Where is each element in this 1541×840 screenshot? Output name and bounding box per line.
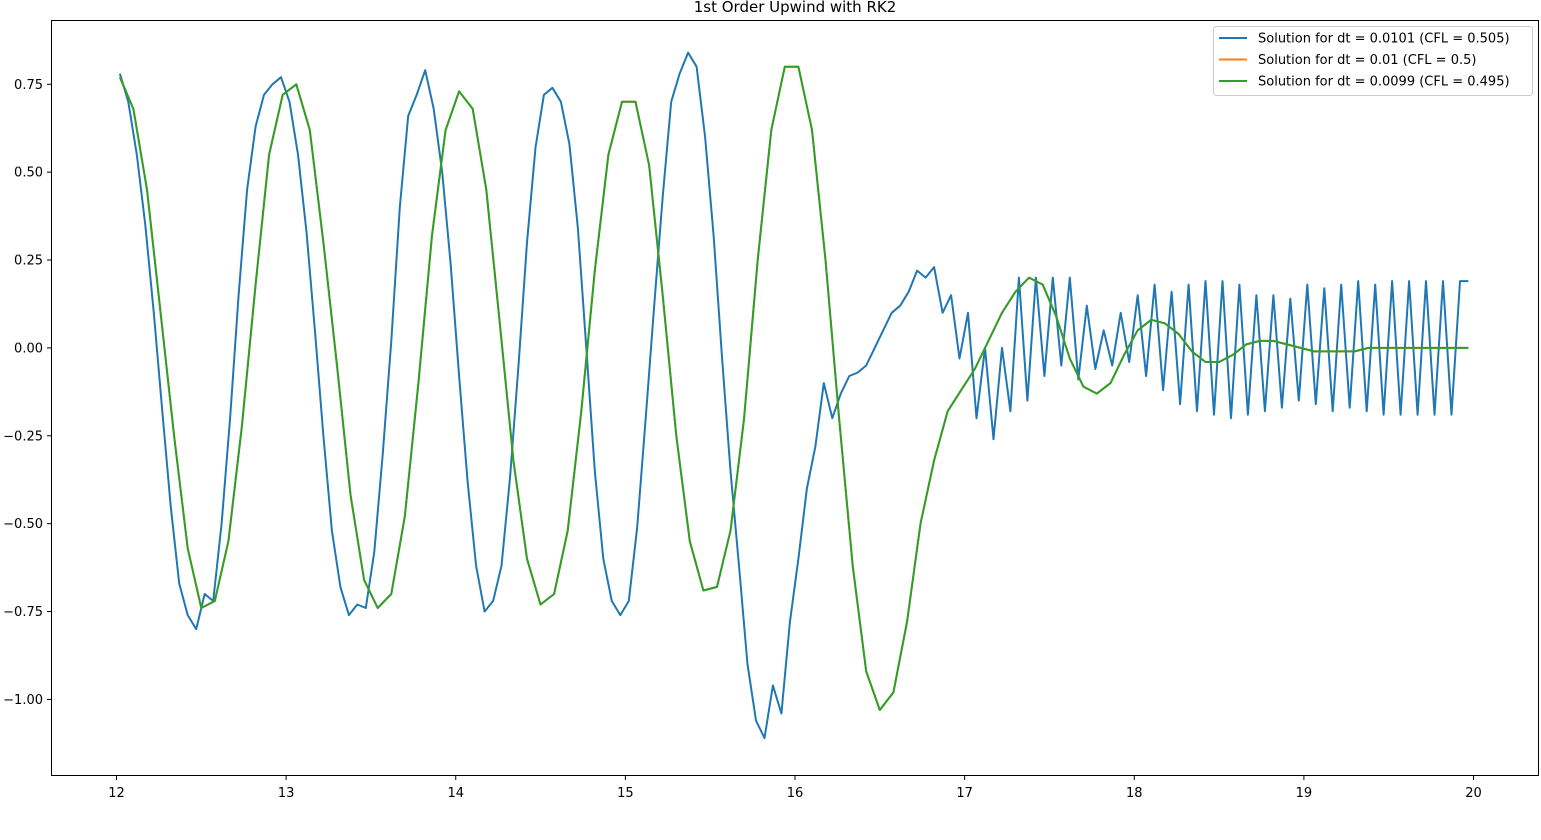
y-tick-label: 0.50 [14, 166, 43, 181]
chart-title: 1st Order Upwind with RK2 [694, 0, 897, 16]
y-tick-label: 0.75 [14, 78, 43, 93]
legend-entry-2: Solution for dt = 0.0099 (CFL = 0.495) [1258, 75, 1510, 90]
x-tick-label: 15 [617, 786, 634, 801]
y-tick-label: −0.75 [3, 605, 43, 620]
x-tick-label: 14 [447, 786, 464, 801]
y-tick-label: −0.50 [3, 517, 43, 532]
x-tick-label: 12 [108, 786, 125, 801]
y-tick-label: −0.25 [3, 429, 43, 444]
plot-area [118, 51, 1469, 740]
y-tick-label: 0.00 [14, 341, 43, 356]
y-axis: 0.75 0.50 0.25 0.00 −0.25 −0.50 −0.75 −1.00 [3, 78, 52, 708]
legend-entry-1: Solution for dt = 0.01 (CFL = 0.5) [1258, 53, 1476, 68]
x-tick-label: 20 [1465, 786, 1482, 801]
y-tick-label: −1.00 [3, 693, 43, 708]
x-tick-label: 17 [956, 786, 973, 801]
series-line-2 [118, 65, 1469, 711]
x-tick-label: 18 [1126, 786, 1143, 801]
x-tick-label: 13 [278, 786, 295, 801]
legend: Solution for dt = 0.0101 (CFL = 0.505) So… [1213, 26, 1533, 96]
y-tick-label: 0.25 [14, 254, 43, 269]
legend-entry-0: Solution for dt = 0.0101 (CFL = 0.505) [1258, 32, 1510, 47]
x-tick-label: 19 [1296, 786, 1313, 801]
x-axis: 12 13 14 15 16 17 18 19 20 [108, 775, 1482, 801]
x-tick-label: 16 [787, 786, 804, 801]
legend-box [1213, 26, 1533, 96]
series-line-0 [118, 51, 1469, 740]
